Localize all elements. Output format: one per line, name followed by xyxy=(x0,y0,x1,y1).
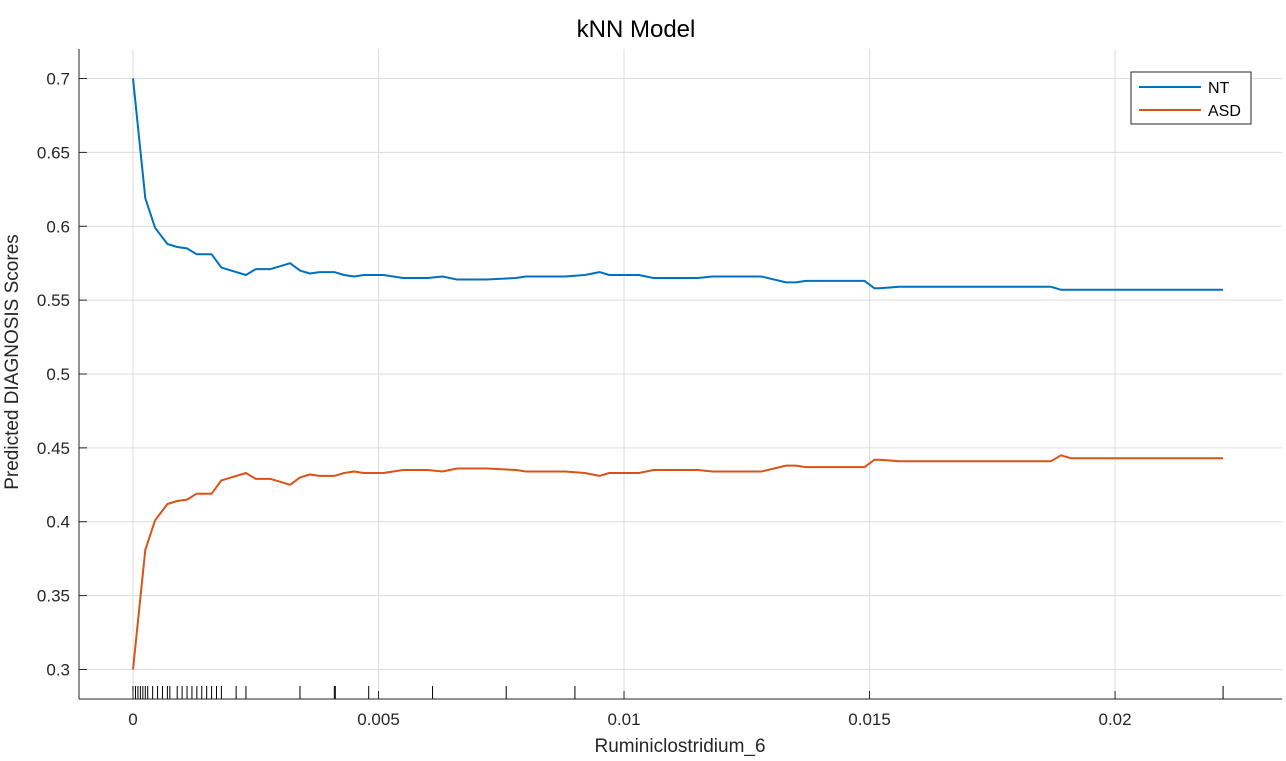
y-tick-label: 0.45 xyxy=(37,439,70,458)
x-tick-label: 0.015 xyxy=(848,710,891,729)
tick-labels: 0.3 0.35 0.4 0.45 0.5 0.55 0.6 0.65 0.7 0 0.005 0.0… xyxy=(37,70,1132,729)
x-tick-label: 0.005 xyxy=(357,710,400,729)
legend[interactable]: NT ASD xyxy=(1130,71,1252,125)
axes xyxy=(78,49,1282,700)
chart-title: kNN Model xyxy=(577,16,696,43)
x-axis-label: Ruminiclostridium_6 xyxy=(594,736,765,757)
legend-box xyxy=(1130,71,1252,125)
series-lines xyxy=(132,78,1224,670)
legend-label-asd: ASD xyxy=(1208,103,1241,120)
y-tick-label: 0.3 xyxy=(46,660,70,679)
y-tick-label: 0.65 xyxy=(37,143,70,162)
x-tick-label: 0.01 xyxy=(607,710,640,729)
y-tick-label: 0.5 xyxy=(46,365,70,384)
series-line-asd xyxy=(132,454,1224,670)
x-tick-label: 0 xyxy=(128,710,137,729)
legend-label-nt: NT xyxy=(1208,80,1230,97)
y-tick-label: 0.7 xyxy=(46,70,70,89)
x-tick-label: 0.02 xyxy=(1099,710,1132,729)
y-tick-label: 0.35 xyxy=(37,587,70,606)
y-tick-label: 0.4 xyxy=(46,513,70,532)
y-axis-label: Predicted DIAGNOSIS Scores xyxy=(2,234,23,490)
grid xyxy=(79,49,1282,699)
series-line-nt xyxy=(132,78,1224,291)
y-tick-label: 0.55 xyxy=(37,291,70,310)
y-tick-label: 0.6 xyxy=(46,217,70,236)
